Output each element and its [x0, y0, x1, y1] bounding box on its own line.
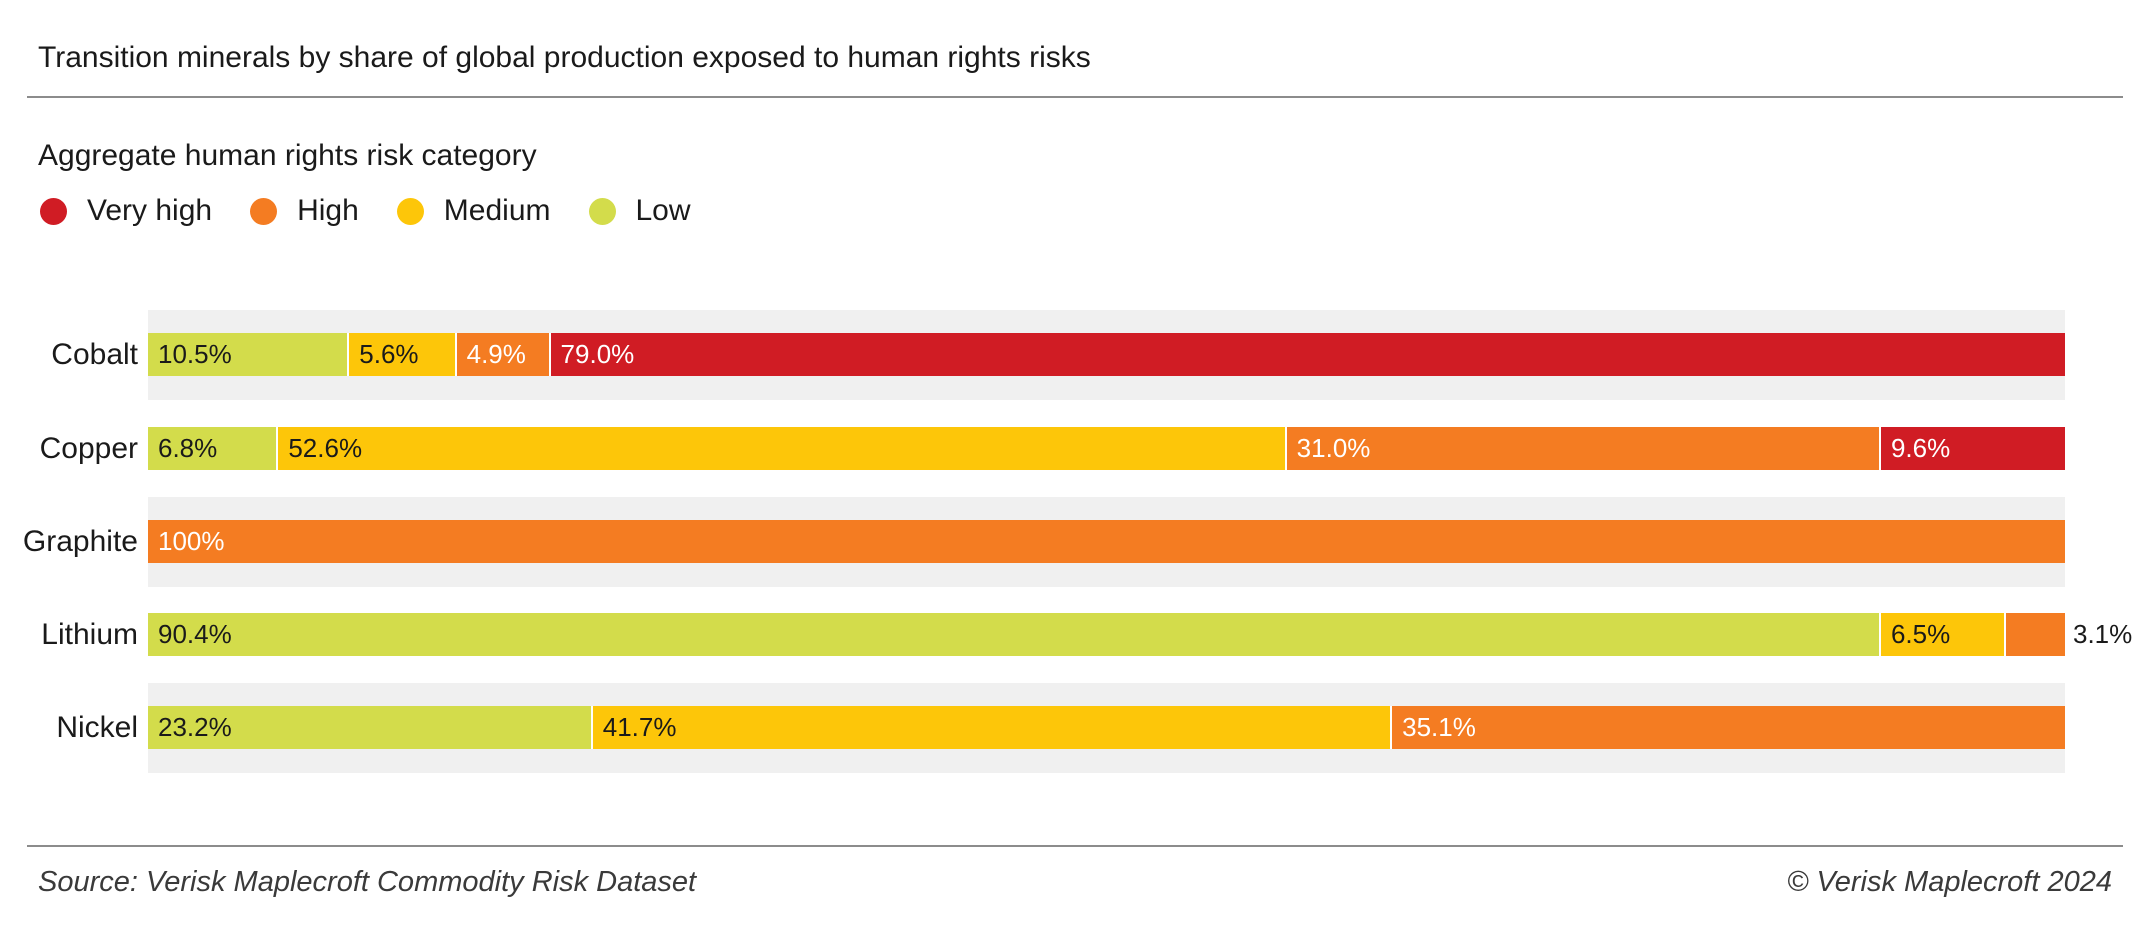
- bar-segment-low: 10.5%: [148, 333, 350, 376]
- bar-segment-high: [2005, 613, 2065, 656]
- title-separator: [27, 96, 2123, 98]
- legend: Very high High Medium Low: [40, 194, 691, 228]
- row-label-nickel: Nickel: [56, 711, 138, 744]
- legend-heading: Aggregate human rights risk category: [38, 139, 537, 172]
- bar-row-nickel: 23.2% 41.7% 35.1%: [148, 706, 2065, 749]
- bar-segment-medium: 52.6%: [278, 427, 1287, 470]
- row-label-cobalt: Cobalt: [51, 338, 138, 371]
- legend-item-medium: Medium: [396, 194, 551, 228]
- legend-swatch-high: [250, 197, 278, 225]
- row-label-graphite: Graphite: [22, 525, 138, 558]
- bar-segment-outside-label: 3.1%: [2073, 619, 2133, 649]
- bar-segment-medium: 6.5%: [1880, 613, 2006, 656]
- legend-item-very-high: Very high: [40, 194, 212, 228]
- legend-swatch-medium: [396, 197, 424, 225]
- bar-segment-high: 4.9%: [456, 333, 551, 376]
- bar-segment-low: 6.8%: [148, 427, 279, 470]
- legend-item-low: Low: [588, 194, 691, 228]
- bar-segment-high: 31.0%: [1286, 427, 1881, 470]
- legend-swatch-very-high: [40, 197, 67, 225]
- bar-segment-very-high: 79.0%: [550, 333, 2065, 376]
- legend-label: High: [297, 194, 359, 227]
- bar-segment-high: 100%: [148, 520, 2065, 563]
- bar-segment-high: 35.1%: [1392, 706, 2065, 749]
- bar-row-cobalt: 10.5% 5.6% 4.9% 79.0%: [148, 333, 2065, 376]
- copyright-note: © Verisk Maplecroft 2024: [1787, 866, 2112, 898]
- row-label-copper: Copper: [39, 432, 138, 465]
- footer-separator: [27, 845, 2123, 847]
- legend-label: Low: [635, 194, 691, 227]
- legend-swatch-low: [588, 197, 616, 225]
- bar-segment-low: 90.4%: [148, 613, 1881, 656]
- source-note: Source: Verisk Maplecroft Commodity Risk…: [38, 866, 697, 898]
- chart-title: Transition minerals by share of global p…: [38, 41, 1091, 74]
- legend-label: Very high: [87, 194, 213, 227]
- bar-segment-medium: 5.6%: [349, 333, 457, 376]
- bar-segment-very-high: 9.6%: [1880, 427, 2065, 470]
- bar-row-graphite: 100%: [148, 520, 2065, 563]
- bar-row-copper: 6.8% 52.6% 31.0% 9.6%: [148, 427, 2065, 470]
- bar-segment-low: 23.2%: [148, 706, 593, 749]
- legend-label: Medium: [443, 194, 551, 227]
- bar-row-lithium: 90.4% 6.5%: [148, 613, 2065, 656]
- bar-segment-medium: 41.7%: [592, 706, 1393, 749]
- row-label-lithium: Lithium: [41, 618, 138, 651]
- legend-item-high: High: [250, 194, 359, 228]
